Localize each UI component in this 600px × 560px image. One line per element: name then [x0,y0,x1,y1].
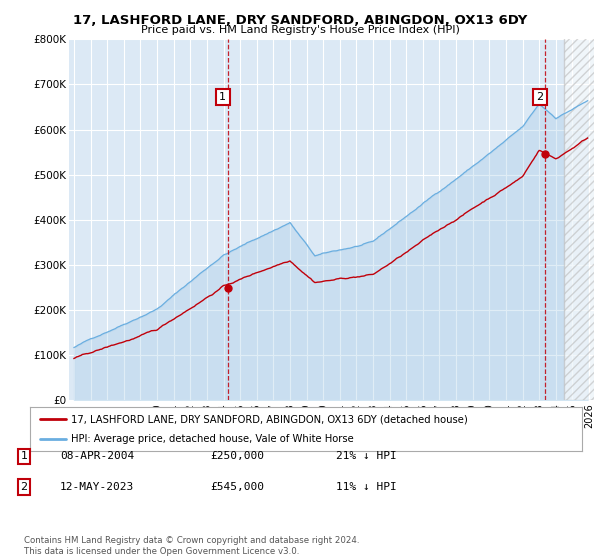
Text: 17, LASHFORD LANE, DRY SANDFORD, ABINGDON, OX13 6DY: 17, LASHFORD LANE, DRY SANDFORD, ABINGDO… [73,14,527,27]
Text: £250,000: £250,000 [210,451,264,461]
Text: 21% ↓ HPI: 21% ↓ HPI [336,451,397,461]
Text: 2: 2 [20,482,28,492]
Text: 2: 2 [536,92,544,102]
Text: 08-APR-2004: 08-APR-2004 [60,451,134,461]
Text: Contains HM Land Registry data © Crown copyright and database right 2024.
This d: Contains HM Land Registry data © Crown c… [24,536,359,556]
Text: £545,000: £545,000 [210,482,264,492]
Text: 11% ↓ HPI: 11% ↓ HPI [336,482,397,492]
Text: 12-MAY-2023: 12-MAY-2023 [60,482,134,492]
Text: HPI: Average price, detached house, Vale of White Horse: HPI: Average price, detached house, Vale… [71,433,354,444]
Text: 1: 1 [20,451,28,461]
Text: 1: 1 [219,92,226,102]
Text: 17, LASHFORD LANE, DRY SANDFORD, ABINGDON, OX13 6DY (detached house): 17, LASHFORD LANE, DRY SANDFORD, ABINGDO… [71,414,468,424]
Text: Price paid vs. HM Land Registry's House Price Index (HPI): Price paid vs. HM Land Registry's House … [140,25,460,35]
